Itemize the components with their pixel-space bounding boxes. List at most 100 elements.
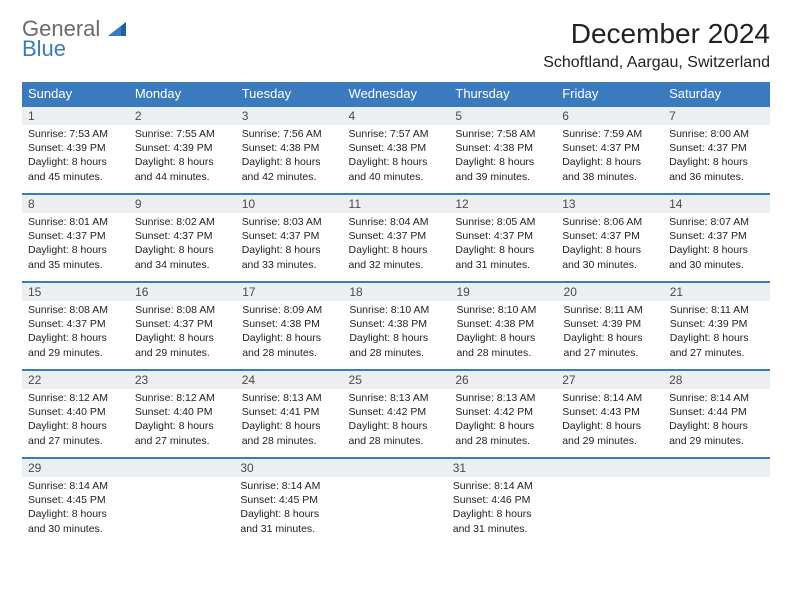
day-info: Sunrise: 8:00 AMSunset: 4:37 PMDaylight:…: [663, 125, 770, 193]
daylight-text-1: Daylight: 8 hours: [455, 155, 550, 169]
day-number: 5: [449, 106, 556, 125]
daylight-text-1: Daylight: 8 hours: [455, 419, 550, 433]
day-info: Sunrise: 8:08 AMSunset: 4:37 PMDaylight:…: [129, 301, 236, 369]
sunset-text: Sunset: 4:44 PM: [669, 405, 764, 419]
daylight-text-1: Daylight: 8 hours: [349, 419, 444, 433]
day-number: 30: [234, 458, 446, 477]
day-info: Sunrise: 8:13 AMSunset: 4:42 PMDaylight:…: [449, 389, 556, 457]
day-number: [715, 458, 743, 477]
day-info: Sunrise: 8:10 AMSunset: 4:38 PMDaylight:…: [343, 301, 450, 369]
day-info: Sunrise: 8:13 AMSunset: 4:42 PMDaylight:…: [343, 389, 450, 457]
day-number: 2: [129, 106, 236, 125]
sunrise-text: Sunrise: 8:14 AM: [240, 479, 440, 493]
title-block: December 2024 Schoftland, Aargau, Switze…: [543, 18, 770, 72]
sunrise-text: Sunrise: 8:14 AM: [28, 479, 228, 493]
daynum-row: 22232425262728: [22, 370, 770, 389]
sunset-text: Sunset: 4:37 PM: [349, 229, 444, 243]
sunrise-text: Sunrise: 8:10 AM: [349, 303, 444, 317]
day-info: [659, 477, 687, 545]
daylight-text-2: and 31 minutes.: [455, 258, 550, 272]
sunset-text: Sunset: 4:41 PM: [242, 405, 337, 419]
sunset-text: Sunset: 4:37 PM: [562, 229, 657, 243]
day-info: Sunrise: 7:53 AMSunset: 4:39 PMDaylight:…: [22, 125, 129, 193]
sunset-text: Sunset: 4:40 PM: [28, 405, 123, 419]
sunrise-text: Sunrise: 8:12 AM: [28, 391, 123, 405]
daylight-text-2: and 38 minutes.: [562, 170, 657, 184]
day-header: Saturday: [663, 82, 770, 105]
daylight-text-2: and 32 minutes.: [349, 258, 444, 272]
day-number: 13: [556, 194, 663, 213]
sunset-text: Sunset: 4:42 PM: [455, 405, 550, 419]
day-info: Sunrise: 8:14 AMSunset: 4:45 PMDaylight:…: [22, 477, 234, 545]
daylight-text-2: and 31 minutes.: [240, 522, 440, 536]
day-info: [715, 477, 743, 545]
day-info: [687, 477, 715, 545]
day-info: Sunrise: 8:14 AMSunset: 4:43 PMDaylight:…: [556, 389, 663, 457]
day-number: 20: [558, 282, 664, 301]
day-number: 26: [449, 370, 556, 389]
daynum-row: 293031: [22, 458, 770, 477]
day-number: 22: [22, 370, 129, 389]
day-number: 4: [343, 106, 450, 125]
day-number: 18: [343, 282, 450, 301]
sunset-text: Sunset: 4:37 PM: [669, 141, 764, 155]
day-number: 25: [343, 370, 450, 389]
sunset-text: Sunset: 4:39 PM: [28, 141, 123, 155]
info-row: Sunrise: 8:01 AMSunset: 4:37 PMDaylight:…: [22, 213, 770, 281]
day-header: Friday: [556, 82, 663, 105]
daylight-text-2: and 30 minutes.: [669, 258, 764, 272]
day-number: 8: [22, 194, 129, 213]
day-info: [742, 477, 770, 545]
location-subtitle: Schoftland, Aargau, Switzerland: [543, 54, 770, 72]
day-number: 9: [129, 194, 236, 213]
daylight-text-2: and 33 minutes.: [242, 258, 337, 272]
day-info: Sunrise: 8:12 AMSunset: 4:40 PMDaylight:…: [129, 389, 236, 457]
daylight-text-1: Daylight: 8 hours: [349, 331, 444, 345]
day-info: Sunrise: 8:14 AMSunset: 4:46 PMDaylight:…: [447, 477, 659, 545]
daylight-text-1: Daylight: 8 hours: [669, 155, 764, 169]
sunset-text: Sunset: 4:37 PM: [562, 141, 657, 155]
sunrise-text: Sunrise: 7:55 AM: [135, 127, 230, 141]
day-header: Wednesday: [343, 82, 450, 105]
daylight-text-1: Daylight: 8 hours: [669, 419, 764, 433]
week-table: 15161718192021Sunrise: 8:08 AMSunset: 4:…: [22, 281, 770, 369]
daylight-text-2: and 30 minutes.: [562, 258, 657, 272]
daynum-row: 891011121314: [22, 194, 770, 213]
sunrise-text: Sunrise: 8:13 AM: [349, 391, 444, 405]
day-info: Sunrise: 8:02 AMSunset: 4:37 PMDaylight:…: [129, 213, 236, 281]
daylight-text-2: and 30 minutes.: [28, 522, 228, 536]
info-row: Sunrise: 8:12 AMSunset: 4:40 PMDaylight:…: [22, 389, 770, 457]
sunrise-text: Sunrise: 8:02 AM: [135, 215, 230, 229]
day-number: 1: [22, 106, 129, 125]
daylight-text-1: Daylight: 8 hours: [28, 155, 123, 169]
daylight-text-1: Daylight: 8 hours: [28, 419, 123, 433]
daylight-text-2: and 28 minutes.: [349, 346, 444, 360]
daylight-text-1: Daylight: 8 hours: [240, 507, 440, 521]
sunset-text: Sunset: 4:39 PM: [135, 141, 230, 155]
page-header: General Blue December 2024 Schoftland, A…: [22, 18, 770, 72]
sunset-text: Sunset: 4:38 PM: [349, 317, 444, 331]
day-info: Sunrise: 8:13 AMSunset: 4:41 PMDaylight:…: [236, 389, 343, 457]
day-header: Monday: [129, 82, 236, 105]
daylight-text-2: and 35 minutes.: [28, 258, 123, 272]
weeks-container: 1234567Sunrise: 7:53 AMSunset: 4:39 PMDa…: [22, 105, 770, 545]
day-info: Sunrise: 8:01 AMSunset: 4:37 PMDaylight:…: [22, 213, 129, 281]
logo-part2: Blue: [22, 38, 126, 60]
day-info: Sunrise: 7:59 AMSunset: 4:37 PMDaylight:…: [556, 125, 663, 193]
sunset-text: Sunset: 4:46 PM: [453, 493, 653, 507]
sunrise-text: Sunrise: 8:09 AM: [242, 303, 337, 317]
daylight-text-2: and 28 minutes.: [242, 346, 337, 360]
sunrise-text: Sunrise: 8:11 AM: [564, 303, 658, 317]
logo-text: General Blue: [22, 18, 126, 60]
sunrise-text: Sunrise: 8:08 AM: [135, 303, 230, 317]
day-info: Sunrise: 8:11 AMSunset: 4:39 PMDaylight:…: [558, 301, 664, 369]
day-number: 15: [22, 282, 129, 301]
day-number: 16: [129, 282, 236, 301]
sunset-text: Sunset: 4:38 PM: [242, 141, 337, 155]
daylight-text-1: Daylight: 8 hours: [564, 331, 658, 345]
day-info: Sunrise: 8:06 AMSunset: 4:37 PMDaylight:…: [556, 213, 663, 281]
day-number: 14: [663, 194, 770, 213]
daylight-text-2: and 27 minutes.: [670, 346, 764, 360]
sunset-text: Sunset: 4:38 PM: [242, 317, 337, 331]
day-info: Sunrise: 8:12 AMSunset: 4:40 PMDaylight:…: [22, 389, 129, 457]
